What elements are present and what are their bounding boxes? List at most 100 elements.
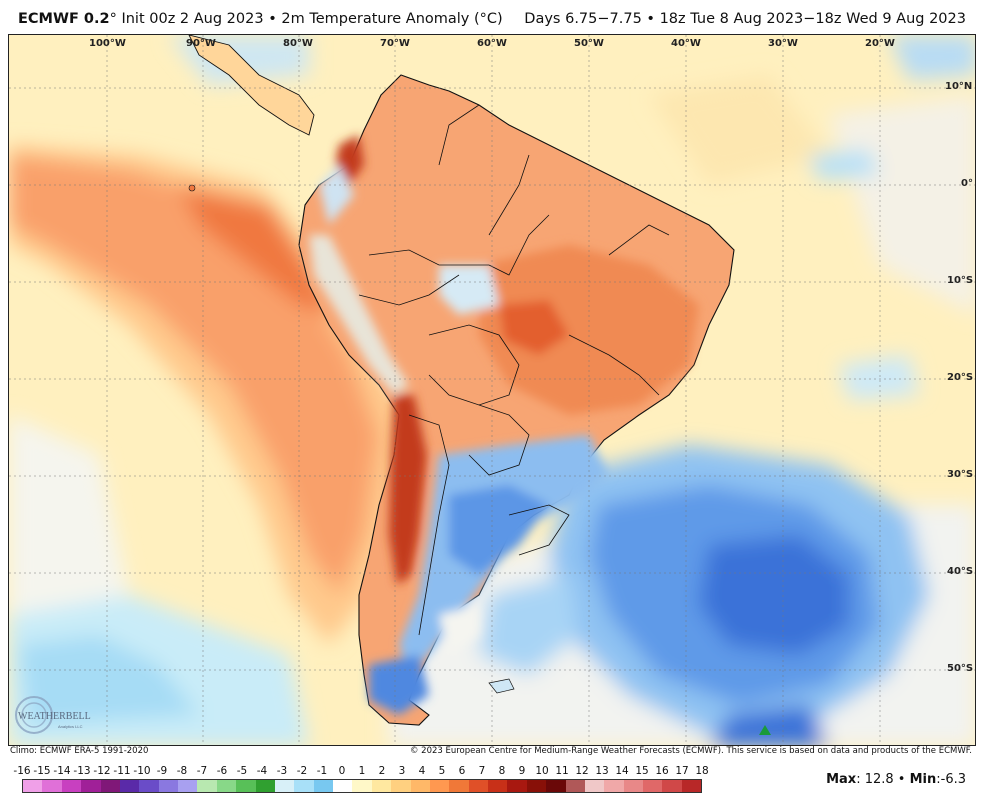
colorbar-tick-label: 2 — [378, 765, 386, 777]
max-value: : 12.8 • — [856, 772, 910, 787]
lon-label-40w: 40°W — [671, 38, 701, 49]
colorbar-swatch — [333, 780, 353, 792]
colorbar-swatch — [662, 780, 682, 792]
colorbar-tick-label: 12 — [575, 765, 589, 777]
colorbar-swatch — [526, 780, 547, 792]
colorbar-tick-label: 8 — [498, 765, 506, 777]
colorbar-swatch — [352, 780, 372, 792]
lat-label-30s: 30°S — [947, 469, 974, 480]
colorbar-tick-label: -5 — [236, 765, 248, 777]
colorbar-tick-label: 1 — [358, 765, 366, 777]
colorbar-tick-label: 9 — [518, 765, 526, 777]
colorbar-tick-label: 18 — [695, 765, 709, 777]
colorbar-tick-label: -8 — [176, 765, 188, 777]
colorbar-swatch — [623, 780, 643, 792]
colorbar-swatch — [488, 780, 508, 792]
colorbar-swatch — [313, 780, 333, 792]
colorbar-swatch — [61, 780, 82, 792]
colorbar: -16 -15 -14 -13 -12 -11 -10 -9 -8 -7 -6 -5 -4 -3 -2 -1 0… — [13, 765, 709, 795]
lat-label-40s: 40°S — [947, 566, 974, 577]
graticule — [9, 35, 975, 745]
colorbar-swatch — [42, 780, 62, 792]
colorbar-tick-label: 4 — [418, 765, 426, 777]
colorbar-swatch — [23, 780, 43, 792]
colorbar-swatch — [255, 780, 275, 792]
colorbar-swatch — [158, 780, 178, 792]
colorbar-strip — [22, 779, 702, 793]
falkland-islands — [488, 678, 515, 694]
lat-label-20s: 20°S — [947, 372, 974, 383]
max-label: Max — [826, 772, 857, 787]
colorbar-tick-label: 14 — [615, 765, 629, 777]
colorbar-swatch — [236, 780, 256, 792]
colorbar-tick-label: 3 — [398, 765, 406, 777]
lon-label-70w: 70°W — [380, 38, 410, 49]
colorbar-swatch — [197, 780, 217, 792]
colorbar-tick-label: -2 — [296, 765, 308, 777]
map-header: ECMWF 0.2° Init 00z 2 Aug 2023 • 2m Temp… — [0, 0, 984, 34]
colorbar-swatch — [507, 780, 527, 792]
colorbar-swatch — [274, 780, 295, 792]
colorbar-swatch — [681, 780, 702, 792]
lon-label-80w: 80°W — [283, 38, 313, 49]
colorbar-swatch — [139, 780, 159, 792]
valid-time: Days 6.75−7.75 • 18z Tue 8 Aug 2023−18z … — [524, 11, 966, 27]
colorbar-swatch — [81, 780, 101, 792]
logo-text: WEATHERBELL — [18, 711, 91, 722]
lon-label-50w: 50°W — [574, 38, 604, 49]
lon-label-20w: 20°W — [865, 38, 895, 49]
colorbar-swatch — [584, 780, 605, 792]
min-value: :-6.3 — [936, 772, 966, 787]
weatherbell-logo-graphic: WEATHERBELL Analytics LLC — [15, 696, 91, 734]
colorbar-tick-label: 17 — [675, 765, 689, 777]
colorbar-tick-label: -12 — [93, 765, 111, 777]
init-description: Init 00z 2 Aug 2023 • 2m Temperature Ano… — [116, 11, 503, 27]
max-min-readout: Max: 12.8 • Min:-6.3 — [826, 772, 966, 787]
anomaly-map: 100°W 90°W 80°W 70°W 60°W 50°W 40°W 30°W… — [8, 34, 976, 746]
map-svg — [9, 35, 975, 745]
lon-label-60w: 60°W — [477, 38, 507, 49]
lat-label-10n: 10°N — [945, 81, 973, 92]
colorbar-tick-label: 15 — [635, 765, 649, 777]
colorbar-tick-label: -9 — [156, 765, 168, 777]
lat-label-0: 0° — [961, 178, 973, 189]
colorbar-tick-label: 5 — [438, 765, 446, 777]
colorbar-swatch — [178, 780, 198, 792]
model-name: ECMWF 0.2 — [18, 11, 110, 27]
galapagos-islands — [188, 184, 196, 192]
colorbar-tick-label: 7 — [478, 765, 486, 777]
colorbar-swatch — [100, 780, 120, 792]
colorbar-swatch — [546, 780, 566, 792]
south-georgia-marker — [759, 725, 771, 735]
colorbar-swatch — [468, 780, 488, 792]
central-america — [188, 35, 315, 136]
colorbar-swatch — [429, 780, 450, 792]
colorbar-tick-label: 0 — [338, 765, 346, 777]
colorbar-tick-label: -4 — [256, 765, 268, 777]
colorbar-tick-label: -1 — [316, 765, 328, 777]
colorbar-tick-label: -11 — [113, 765, 131, 777]
colorbar-swatch — [371, 780, 392, 792]
map-title: ECMWF 0.2° Init 00z 2 Aug 2023 • 2m Temp… — [18, 11, 503, 27]
colorbar-tick-label: 16 — [655, 765, 669, 777]
lat-label-10s: 10°S — [947, 275, 974, 286]
logo-subtitle: Analytics LLC — [58, 724, 83, 729]
colorbar-tick-label: -6 — [216, 765, 228, 777]
colorbar-tick-label: -15 — [33, 765, 51, 777]
lon-label-100w: 100°W — [89, 38, 126, 49]
colorbar-tick-label: 6 — [458, 765, 466, 777]
climo-note: Climo: ECMWF ERA-5 1991-2020 — [10, 746, 149, 756]
colorbar-tick-label: -3 — [276, 765, 288, 777]
colorbar-tick-label: 11 — [555, 765, 569, 777]
min-label: Min — [909, 772, 937, 787]
colorbar-tick-label: -13 — [73, 765, 91, 777]
lat-label-50s: 50°S — [947, 663, 974, 674]
colorbar-swatch — [294, 780, 314, 792]
colorbar-tick-label: -16 — [13, 765, 31, 777]
colorbar-swatch — [565, 780, 585, 792]
lon-label-30w: 30°W — [768, 38, 798, 49]
copyright-note: © 2023 European Centre for Medium-Range … — [409, 746, 972, 756]
colorbar-tick-label: -7 — [196, 765, 208, 777]
colorbar-swatch — [119, 780, 140, 792]
colorbar-tick-label: 10 — [535, 765, 549, 777]
